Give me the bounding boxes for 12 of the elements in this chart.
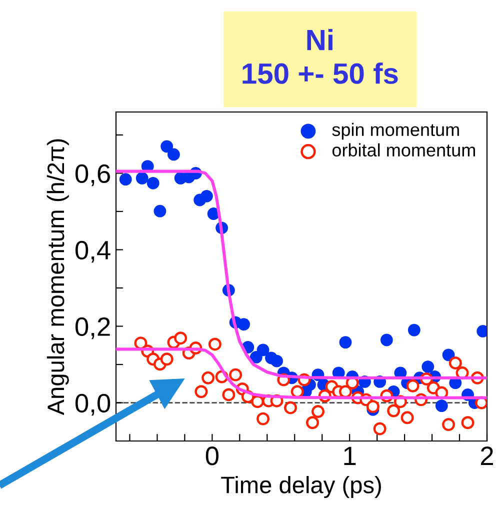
x-tick-label: 0 — [206, 446, 218, 466]
y-tick-label: 0,4 — [75, 240, 110, 263]
x-tick-label: 1 — [344, 446, 356, 465]
x-tick-label: 2 — [480, 446, 494, 465]
y-tick-label: 0,6 — [75, 164, 110, 186]
legend-label: orbital momentum — [332, 143, 475, 157]
chart-title: Ni 150 +- 50 fs — [242, 28, 398, 84]
y-axis-title: Angular momentum (h/2π) — [46, 139, 69, 416]
legend-label: spin momentum — [332, 122, 459, 140]
y-tick-label: 0,0 — [75, 394, 110, 416]
y-tick-label: 0,2 — [75, 317, 110, 340]
x-axis-title: Time delay (ps) — [221, 476, 381, 498]
